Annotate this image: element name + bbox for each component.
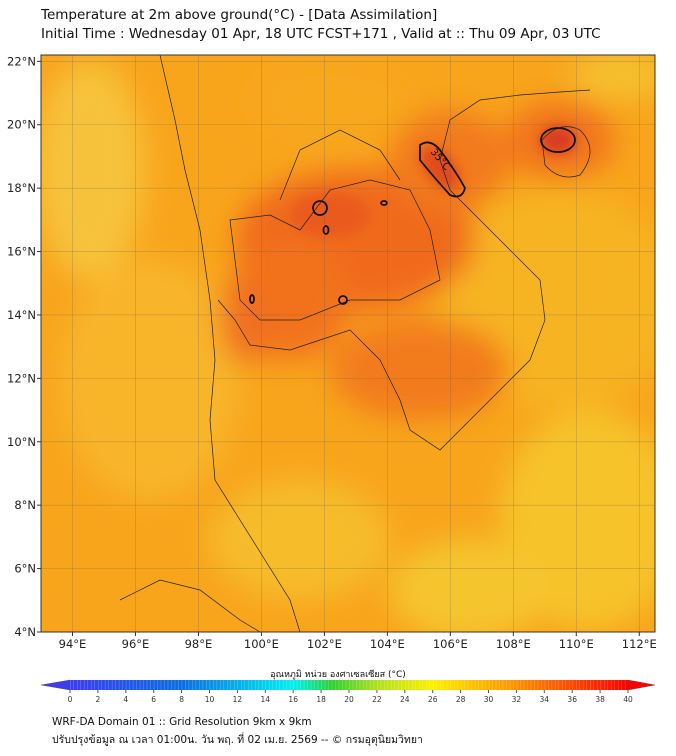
colorbar-tick-label: 36 (567, 695, 577, 704)
lat-tick-label: 12°N (7, 371, 36, 385)
lat-tick-label: 10°N (7, 435, 36, 449)
lon-tick-label: 110°E (559, 637, 594, 651)
lat-tick-label: 20°N (7, 118, 36, 132)
colorbar-tick-label: 24 (400, 695, 410, 704)
colorbar-tick-label: 30 (484, 695, 494, 704)
lat-tick-label: 18°N (7, 181, 36, 195)
colorbar-tick-label: 8 (179, 695, 184, 704)
colorbar-tick-label: 28 (456, 695, 466, 704)
colorbar-min-extend (40, 679, 71, 691)
colorbar-tick-label: 26 (428, 695, 438, 704)
colorbar-tick-label: 40 (623, 695, 633, 704)
lon-tick-label: 106°E (433, 637, 468, 651)
colorbar-tick-label: 0 (68, 695, 73, 704)
colorbar-label: อุณหภูมิ หน่วย องศาเซลเซียส (°C) (270, 670, 406, 680)
lon-tick-label: 104°E (370, 637, 405, 651)
lat-tick-label: 4°N (14, 625, 36, 639)
colorbar-tick-label: 12 (233, 695, 243, 704)
colorbar-tick-label: 14 (261, 695, 271, 704)
colorbar-tick-label: 16 (288, 695, 298, 704)
colorbar-tick-label: 6 (151, 695, 156, 704)
colorbar-tick-label: 4 (123, 695, 128, 704)
contour-35c (249, 127, 576, 305)
colorbar-tick-label: 18 (316, 695, 326, 704)
lat-tick-label: 22°N (7, 54, 36, 68)
lon-tick-label: 98°E (185, 637, 213, 651)
colorbar-tick-label: 34 (540, 695, 550, 704)
colorbar-tick-label: 22 (372, 695, 382, 704)
colorbar-max-extend (627, 679, 656, 691)
lon-tick-label: 96°E (122, 637, 150, 651)
colorbar-tick-label: 32 (512, 695, 522, 704)
lat-tick-label: 8°N (14, 498, 36, 512)
lon-axis: 94°E 96°E 98°E 100°E 102°E 104°E 106°E 108°E 110… (59, 632, 657, 651)
colorbar-tick-label: 2 (96, 695, 101, 704)
temperature-field: 35°C (41, 55, 655, 632)
lon-tick-label: 102°E (307, 637, 342, 651)
lon-tick-label: 100°E (244, 637, 279, 651)
map-frame (40, 54, 656, 633)
map-subtitle: Initial Time : Wednesday 01 Apr, 18 UTC … (41, 26, 601, 42)
map-title: Temperature at 2m above ground(°C) - [Da… (41, 7, 438, 23)
lat-axis: 4°N 6°N 8°N 10°N 12°N 14°N 16°N 18°N 20°N 22°N (7, 54, 41, 639)
lat-tick-label: 16°N (7, 245, 36, 259)
colorbar-tick-label: 10 (205, 695, 215, 704)
lon-tick-label: 94°E (59, 637, 87, 651)
footer-update-info: ปรับปรุงข้อมูล ณ เวลา 01:00น. วัน พฤ. ที… (52, 734, 423, 746)
lat-tick-label: 6°N (14, 562, 36, 576)
colorbar: 0 2 4 6 8 10 12 14 16 18 20 22 24 26 28 30 32 34 36 38 40 (40, 679, 656, 704)
lat-tick-label: 14°N (7, 308, 36, 322)
footer-model-info: WRF-DA Domain 01 :: Grid Resolution 9km … (52, 716, 312, 728)
lon-tick-label: 108°E (496, 637, 531, 651)
colorbar-tick-label: 20 (344, 695, 354, 704)
lon-tick-label: 112°E (622, 637, 657, 651)
colorbar-tick-label: 38 (595, 695, 605, 704)
